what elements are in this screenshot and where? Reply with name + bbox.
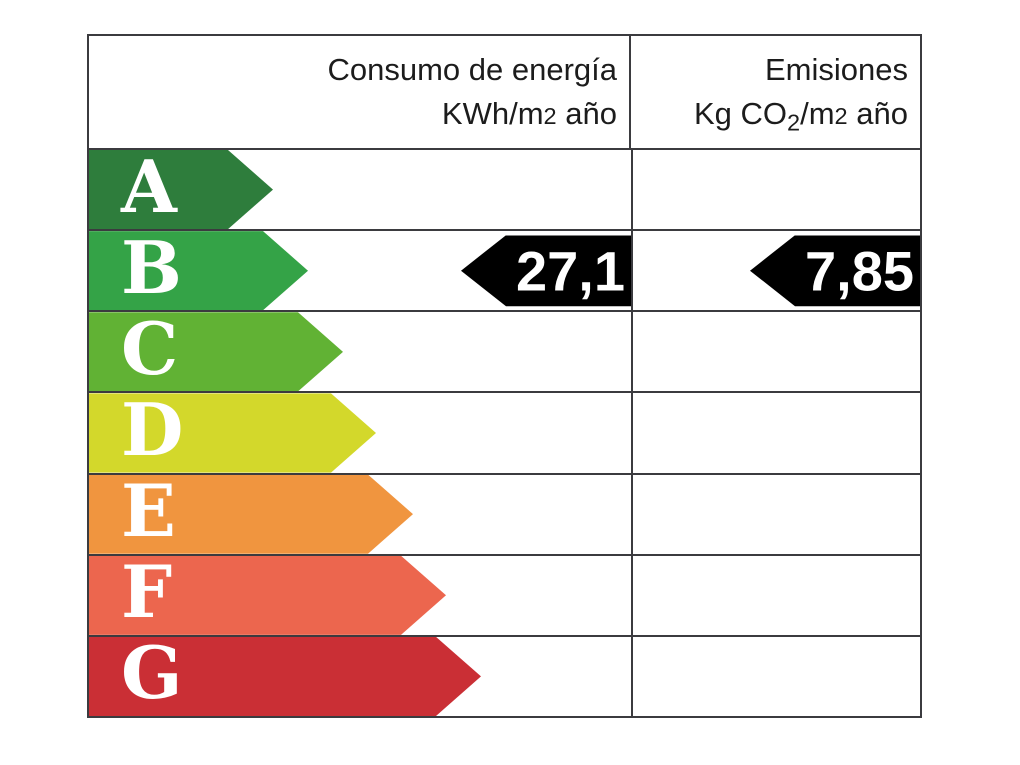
rating-bar-arrow: G bbox=[89, 637, 481, 716]
energy-rating-table: Consumo de energía KWh/m2 año Emisiones … bbox=[87, 34, 922, 718]
rating-letter: A bbox=[121, 143, 177, 229]
rating-row-G: G bbox=[89, 636, 920, 716]
header-emissions: Emisiones Kg CO2/m2 año bbox=[631, 36, 920, 148]
emissions-cell bbox=[633, 393, 920, 472]
rating-letter: B bbox=[121, 224, 182, 310]
emissions-cell bbox=[633, 556, 920, 635]
rating-bar-arrow: B bbox=[89, 231, 308, 310]
header-consumption: Consumo de energía KWh/m2 año bbox=[89, 36, 631, 148]
consumption-cell: F bbox=[89, 555, 633, 635]
rating-row-B: B 27,1 7,85 bbox=[89, 231, 920, 313]
rating-row-D: D bbox=[89, 393, 920, 475]
rating-letter: F bbox=[121, 549, 173, 635]
header-emissions-line2: Kg CO2/m2 año bbox=[693, 96, 908, 136]
rating-letter: C bbox=[121, 305, 179, 391]
rating-bar-arrow: A bbox=[89, 150, 273, 229]
consumption-value-arrow: 27,1 bbox=[461, 235, 631, 307]
header-consumption-line2: KWh/m2 año bbox=[441, 96, 617, 131]
rating-row-A: A bbox=[89, 150, 920, 232]
consumption-cell: B 27,1 bbox=[89, 231, 633, 311]
rating-bar-arrow: C bbox=[89, 312, 343, 391]
emissions-cell bbox=[633, 312, 920, 391]
rating-row-C: C bbox=[89, 312, 920, 394]
rating-letter: D bbox=[121, 386, 184, 472]
rating-letter: G bbox=[121, 630, 183, 716]
rating-bar-arrow: E bbox=[89, 475, 413, 554]
consumption-cell: C bbox=[89, 312, 633, 392]
rating-bar-arrow: F bbox=[89, 556, 446, 635]
rating-row-F: F bbox=[89, 555, 920, 637]
emissions-cell bbox=[633, 475, 920, 554]
header-consumption-line1: Consumo de energía bbox=[327, 52, 617, 87]
consumption-cell: A bbox=[89, 150, 633, 230]
emissions-cell bbox=[633, 637, 920, 716]
rating-row-E: E bbox=[89, 474, 920, 556]
table-header: Consumo de energía KWh/m2 año Emisiones … bbox=[89, 36, 920, 150]
emissions-cell bbox=[633, 150, 920, 229]
rating-bar-arrow: D bbox=[89, 393, 376, 472]
header-emissions-line1: Emisiones bbox=[765, 52, 908, 87]
emissions-value-arrow: 7,85 bbox=[750, 235, 920, 307]
rating-rows: A B 27,1 7,85 C bbox=[89, 150, 920, 716]
consumption-cell: G bbox=[89, 636, 633, 716]
consumption-cell: D bbox=[89, 393, 633, 473]
emissions-cell: 7,85 bbox=[633, 231, 920, 310]
consumption-cell: E bbox=[89, 474, 633, 554]
rating-letter: E bbox=[121, 468, 176, 554]
